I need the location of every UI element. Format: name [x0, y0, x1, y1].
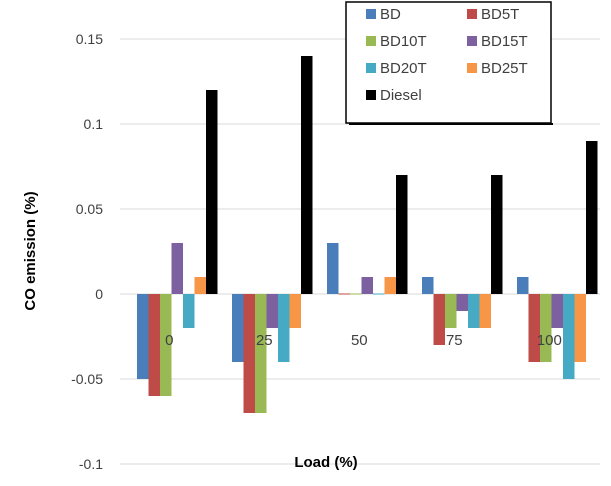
x-tick-labels: 0 25 50 75 100 [165, 332, 562, 349]
bar-diesel-75 [491, 175, 503, 294]
bar-bd20t-0 [183, 294, 195, 328]
bar-bd25t-75 [479, 294, 491, 328]
bar-bd5t-0 [148, 294, 160, 396]
bar-bd15t-75 [456, 294, 468, 311]
bar-bd-25 [232, 294, 244, 362]
x-axis-label: Load (%) [294, 454, 357, 471]
bar-bd20t-100 [563, 294, 575, 379]
legend-swatch-diesel [366, 90, 376, 100]
bar-bd25t-100 [574, 294, 586, 362]
legend-swatch-bd25t [467, 63, 477, 73]
x-tick-label: 0 [165, 332, 173, 349]
bar-diesel-50 [396, 175, 408, 294]
bar-bd20t-50 [373, 293, 385, 295]
legend: BD BD5T BD10T BD15T BD20T BD25T Diesel [345, 1, 553, 125]
bar-bd15t-50 [361, 277, 373, 294]
legend-label-bd5t: BD5T [481, 6, 519, 23]
y-tick-label: -0.1 [79, 456, 103, 472]
bar-bd10t-100 [540, 294, 552, 362]
bar-bd10t-25 [255, 294, 267, 413]
bar-bd-50 [327, 243, 339, 294]
bar-bd-0 [137, 294, 149, 379]
legend-swatch-bd5t [467, 9, 477, 19]
bar-bd10t-75 [445, 294, 457, 328]
bar-bd20t-75 [468, 294, 480, 328]
legend-label-bd20t: BD20T [380, 60, 427, 77]
bar-bd-100 [517, 277, 529, 294]
bar-bd5t-100 [528, 294, 540, 362]
bar-diesel-100 [586, 141, 598, 294]
bar-bd15t-25 [266, 294, 278, 328]
bar-diesel-25 [301, 56, 313, 294]
x-tick-label: 50 [351, 332, 368, 349]
bar-bd25t-0 [194, 277, 206, 294]
x-tick-label: 25 [256, 332, 273, 349]
y-tick-labels: -0.1 -0.05 0 0.05 0.1 0.15 [71, 31, 103, 472]
legend-label-bd: BD [380, 6, 401, 23]
bar-bd5t-25 [243, 294, 255, 413]
y-tick-label: 0.1 [84, 116, 104, 132]
bar-bd25t-25 [289, 294, 301, 328]
bar-bd10t-50 [350, 293, 362, 295]
x-tick-label: 100 [537, 332, 562, 349]
bar-bd5t-50 [338, 293, 350, 295]
bar-bd15t-100 [551, 294, 563, 328]
bar-bd5t-75 [433, 294, 445, 345]
bars [137, 56, 598, 413]
y-tick-label: 0 [95, 286, 103, 302]
bar-bd10t-0 [160, 294, 172, 396]
legend-swatch-bd [366, 9, 376, 19]
legend-swatch-bd20t [366, 63, 376, 73]
y-tick-label: 0.05 [76, 201, 103, 217]
y-tick-label: -0.05 [71, 371, 103, 387]
bar-bd15t-0 [171, 243, 183, 294]
bar-bd25t-50 [384, 277, 396, 294]
bar-bd20t-25 [278, 294, 290, 362]
bar-diesel-0 [206, 90, 218, 294]
legend-label-diesel: Diesel [380, 87, 422, 104]
y-tick-label: 0.15 [76, 31, 103, 47]
y-axis-label: CO emission (%) [22, 191, 39, 310]
x-tick-label: 75 [446, 332, 463, 349]
legend-label-bd25t: BD25T [481, 60, 528, 77]
legend-label-bd15t: BD15T [481, 33, 528, 50]
legend-label-bd10t: BD10T [380, 33, 427, 50]
bar-bd-75 [422, 277, 434, 294]
legend-swatch-bd10t [366, 36, 376, 46]
legend-swatch-bd15t [467, 36, 477, 46]
